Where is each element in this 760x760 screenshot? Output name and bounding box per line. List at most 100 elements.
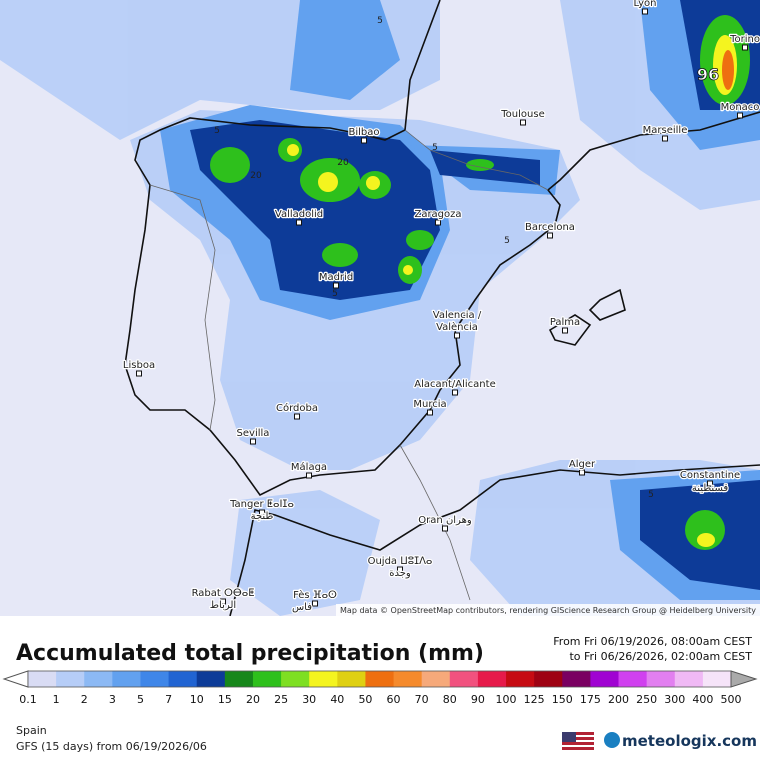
contour-label: 20	[250, 171, 262, 181]
city-marker	[662, 135, 668, 142]
city-label: Rabat ⵔⴱⴰⵟ	[192, 588, 255, 599]
bar-tick-label: 70	[415, 693, 429, 706]
city-marker	[333, 282, 339, 289]
bar-tick-label: 30	[302, 693, 316, 706]
city-label: طنجة	[251, 511, 274, 522]
city-label: وجدة	[389, 568, 411, 579]
bar-tick-label: 125	[524, 693, 545, 706]
city-label: Oran وهران	[418, 515, 472, 526]
bar-tick-label: 300	[664, 693, 685, 706]
bar-segment	[112, 671, 141, 687]
bar-segment	[224, 671, 254, 687]
contour-label: 5	[432, 143, 438, 153]
city-label: Lisboa	[123, 360, 155, 371]
city-marker	[442, 525, 448, 532]
precipitation-orange	[722, 50, 734, 90]
city-label: Toulouse	[500, 109, 544, 120]
city-label: Málaga	[291, 461, 327, 473]
bar-tick-label: 90	[471, 693, 485, 706]
city-label: فاس	[292, 602, 312, 613]
city-marker	[306, 472, 312, 479]
bar-segment	[702, 671, 732, 687]
city-label: Zaragoza	[414, 209, 461, 220]
bar-tick-label: 3	[109, 693, 116, 706]
city-marker	[737, 112, 743, 119]
bar-segment	[309, 671, 338, 687]
borders	[149, 129, 549, 601]
bar-segment	[196, 671, 226, 687]
city-label: الرباط	[210, 600, 236, 611]
bar-tick-label: 0.1	[19, 693, 37, 706]
bar-segment	[506, 671, 535, 687]
legend-title: Accumulated total precipitation (mm)	[16, 641, 484, 666]
city-marker	[742, 44, 748, 51]
bar-tick-label: 80	[443, 693, 457, 706]
bar-segment	[618, 671, 648, 687]
bar-tick-label: 60	[387, 693, 401, 706]
city-marker	[562, 327, 568, 334]
city-marker	[520, 119, 526, 126]
city-marker	[642, 8, 648, 15]
bar-segment	[590, 671, 620, 687]
coastline	[124, 0, 760, 616]
contour-label: 5	[332, 289, 338, 299]
city-label: Monaco	[721, 102, 760, 113]
bar-tick-label: 175	[580, 693, 601, 706]
bar-segment	[252, 671, 282, 687]
bar-tick-label: 20	[246, 693, 260, 706]
bar-tick-label: 10	[190, 693, 204, 706]
bar-segment	[28, 671, 57, 687]
bar-tick-label: 100	[496, 693, 517, 706]
brand[interactable]: meteologix.com	[622, 732, 757, 750]
city-label: Oujda ⵡⵓⵊⴷⴰ	[368, 556, 433, 567]
city-label: Torino	[729, 34, 760, 45]
contour-label: 5	[648, 490, 654, 500]
city-label: Fès ⴼⴰⵙ	[293, 589, 337, 601]
bar-segment	[281, 671, 310, 687]
bar-segment	[646, 671, 676, 687]
city-label: Lyon	[633, 0, 656, 9]
bar-segment	[337, 671, 366, 687]
city-marker	[250, 438, 256, 445]
bar-segment	[56, 671, 85, 687]
city-marker	[707, 480, 713, 487]
bar-tick-label: 50	[358, 693, 372, 706]
city-marker	[435, 219, 441, 226]
city-marker	[220, 598, 226, 605]
attribution: Map data © OpenStreetMap contributors, r…	[340, 606, 756, 615]
city-label: Constantine	[680, 470, 740, 481]
city-marker	[579, 469, 585, 476]
city-marker	[452, 389, 458, 396]
bar-segment	[674, 671, 704, 687]
city-label: València	[436, 321, 478, 333]
city-marker	[547, 232, 553, 239]
bar-tick-label: 500	[721, 693, 742, 706]
bar-tick-label: 40	[330, 693, 344, 706]
bar-tick-label: 25	[274, 693, 288, 706]
bar-segment	[449, 671, 479, 687]
bar-tick-label: 7	[165, 693, 172, 706]
bar-tick-label: 2	[81, 693, 88, 706]
city-marker	[397, 566, 403, 573]
city-marker	[136, 370, 142, 377]
bar-tick-label: 150	[552, 693, 573, 706]
bar-segment	[84, 671, 113, 687]
contour-label: 5	[214, 126, 220, 136]
legend: Accumulated total precipitation (mm) Fro…	[0, 616, 760, 760]
date-from: From Fri 06/19/2026, 08:00am CEST	[553, 635, 752, 648]
flag	[562, 732, 594, 750]
city-label: Barcelona	[525, 222, 575, 233]
city-marker	[312, 600, 318, 607]
city-label: Sevilla	[237, 428, 270, 439]
bar-segment	[421, 671, 451, 687]
bar-tick-label: 15	[218, 693, 232, 706]
city-label: Palma	[550, 317, 580, 328]
attribution-box	[336, 604, 760, 616]
color-bar: 0.1 1 2 3 5 7 10 15 20 25 30 40 50 60 70 80 90 100 125 150 1…	[2, 670, 758, 706]
city-label: Marseille	[643, 125, 688, 136]
bar-segment	[140, 671, 170, 687]
city-label: Murcia	[413, 399, 446, 410]
city-marker	[361, 137, 367, 144]
bar-segment	[168, 671, 198, 687]
